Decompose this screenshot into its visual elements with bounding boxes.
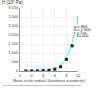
svg-text:8: 8 xyxy=(65,73,68,78)
svg-text:1 500: 1 500 xyxy=(8,41,19,46)
svg-text:6: 6 xyxy=(54,73,57,78)
svg-text:3 500: 3 500 xyxy=(8,5,19,10)
svg-text:500: 500 xyxy=(12,59,19,64)
svg-text:Mohs-scale ordinal (hardness s: Mohs-scale ordinal (hardness standards) xyxy=(13,78,86,83)
svg-text:H (10³ Pa): H (10³ Pa) xyxy=(2,0,23,5)
svg-text:The value 7/5 of the diamond (: The value 7/5 of the diamond (8 800 to 1… xyxy=(3,84,82,86)
svg-text:c = Dia: c = Dia xyxy=(74,30,87,35)
svg-text:b = 1 600: b = 1 600 xyxy=(74,27,92,32)
svg-text:2 500: 2 500 xyxy=(8,23,19,28)
svg-text:10 000: 10 000 xyxy=(74,33,89,38)
svg-text:a = 800: a = 800 xyxy=(74,24,88,29)
svg-text:3 000: 3 000 xyxy=(8,14,19,19)
svg-text:0: 0 xyxy=(19,73,22,78)
svg-text:10: 10 xyxy=(76,73,81,78)
svg-text:0: 0 xyxy=(16,68,19,73)
svg-text:2: 2 xyxy=(30,73,33,78)
svg-text:1 000: 1 000 xyxy=(8,50,19,55)
svg-text:2 000: 2 000 xyxy=(8,32,19,37)
svg-text:4: 4 xyxy=(42,73,45,78)
